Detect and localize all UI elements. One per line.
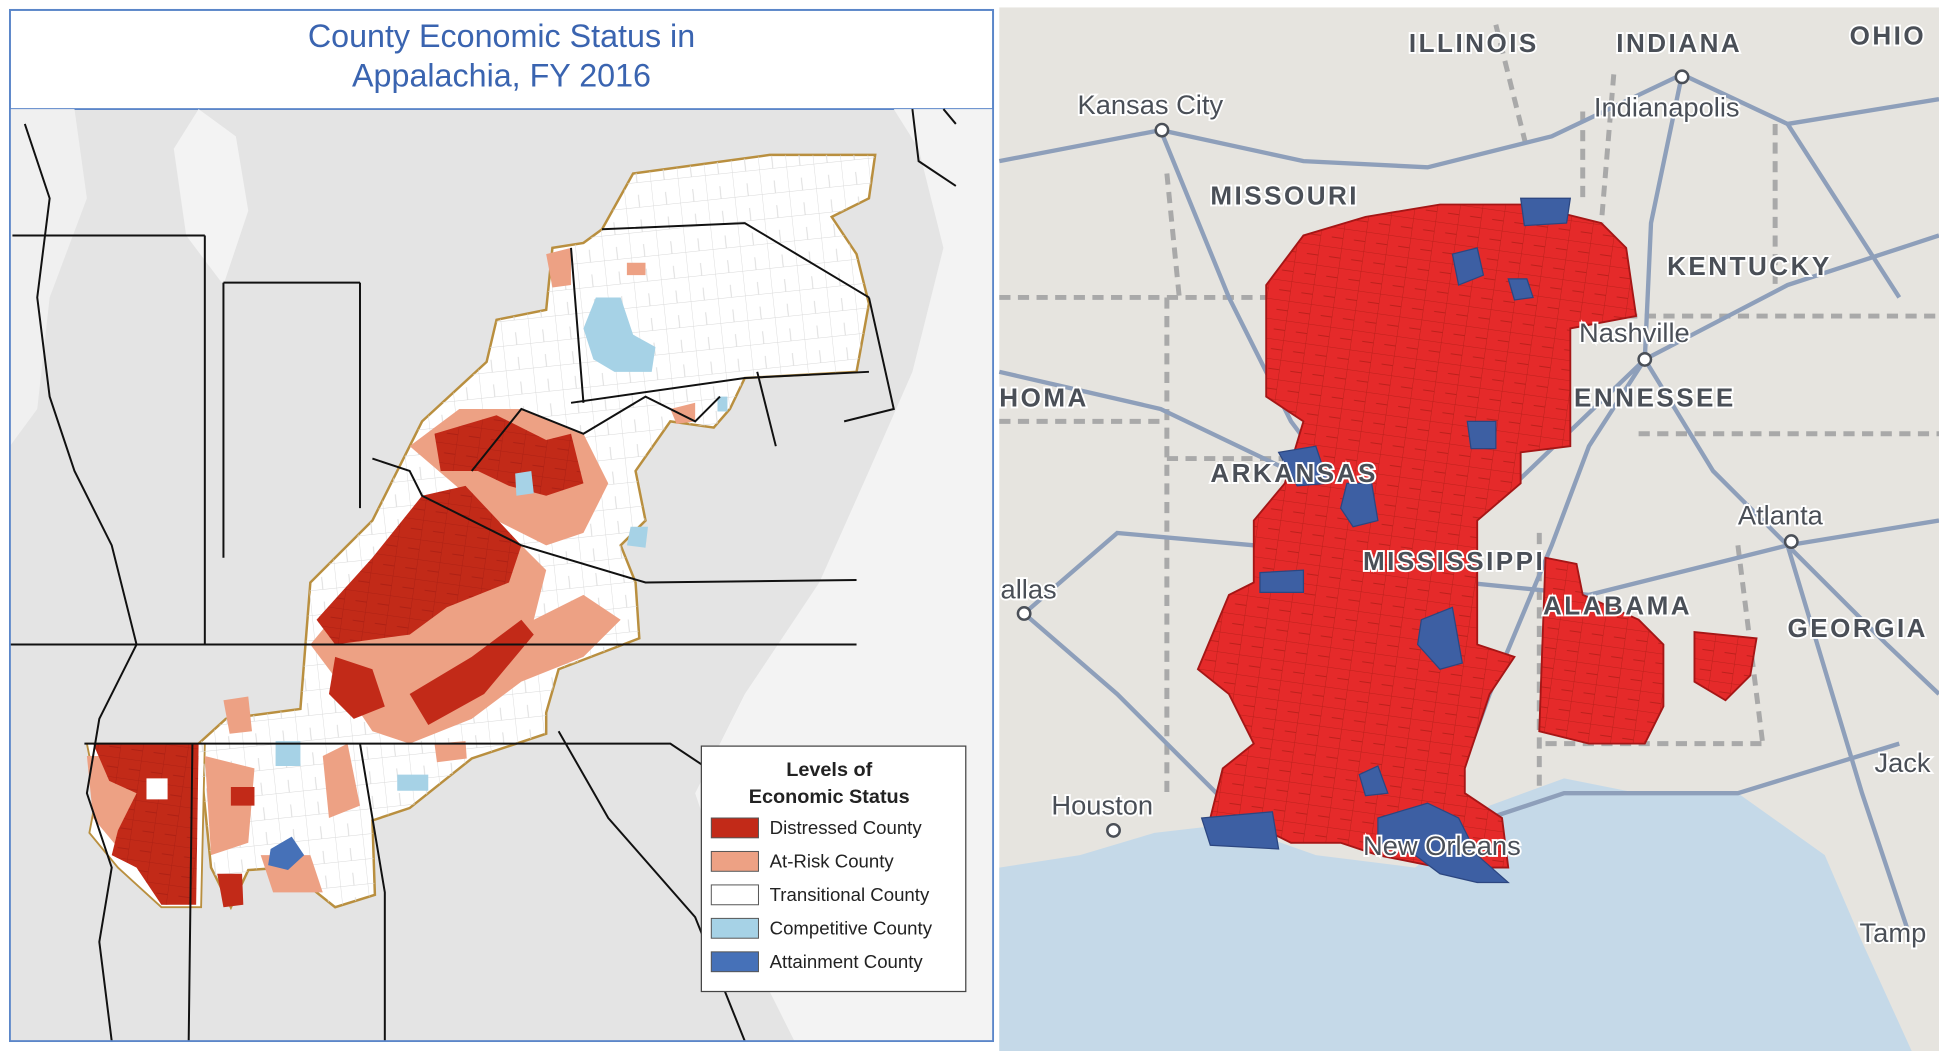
blue-area xyxy=(1466,420,1497,450)
attainment-area xyxy=(268,836,305,871)
state-label: INDIANA xyxy=(1616,28,1742,58)
state-border xyxy=(999,24,1939,794)
lake xyxy=(9,109,87,447)
state-line xyxy=(9,234,857,646)
competitive-area xyxy=(717,396,728,412)
legend-swatch xyxy=(710,884,759,906)
blue-area xyxy=(1358,765,1389,797)
state-line xyxy=(23,123,138,1042)
state-lines xyxy=(9,108,957,1042)
city-label: Indianapolis xyxy=(1594,92,1740,123)
at-risk-area xyxy=(434,741,467,763)
state-label: MISSISSIPPI xyxy=(1363,546,1545,576)
legend-title: Levels of xyxy=(786,759,872,781)
map-title: Appalachia, FY 2016 xyxy=(352,58,651,94)
competitive-area xyxy=(626,526,648,548)
distressed-area xyxy=(328,656,385,719)
left-panel: County Economic Status in Appalachia, FY… xyxy=(8,8,995,1043)
city-label: allas xyxy=(1001,574,1057,605)
panel-border xyxy=(8,8,995,1043)
city-dot xyxy=(1016,606,1032,621)
state-line xyxy=(470,395,721,472)
blue-area xyxy=(1451,247,1485,286)
title-box xyxy=(8,8,995,110)
legend-items: Distressed County At-Risk County Transitio… xyxy=(710,817,933,973)
state-label: OHIO xyxy=(1850,21,1927,51)
blue-area xyxy=(1277,445,1330,487)
at-risk-area xyxy=(322,743,360,818)
at-risk-area xyxy=(204,756,255,856)
legend-swatch xyxy=(710,850,759,872)
legend-label: Competitive County xyxy=(770,918,933,939)
legend-label: Attainment County xyxy=(770,951,924,972)
city-dot xyxy=(1106,822,1121,838)
city-label: Tamp xyxy=(1860,917,1927,948)
competitive-counties xyxy=(275,297,728,791)
lake xyxy=(173,109,249,286)
blue-area xyxy=(1507,278,1534,301)
city-dot xyxy=(1674,69,1690,85)
blue-area xyxy=(1377,802,1510,884)
road xyxy=(1022,122,1914,943)
at-risk-area xyxy=(546,247,572,288)
state-label: HOMA xyxy=(999,383,1089,413)
road xyxy=(1642,73,1939,696)
legend-label: Transitional County xyxy=(770,884,930,905)
city-label: Atlanta xyxy=(1738,499,1824,530)
transitional-area xyxy=(146,778,168,800)
state-line xyxy=(84,730,746,1042)
city-dot xyxy=(1154,122,1170,138)
right-panel: ILLINOIS INDIANA OHIO Kansas City Indian… xyxy=(997,7,1939,1051)
competitive-area xyxy=(275,741,301,766)
state-label: ILLINOIS xyxy=(1409,28,1539,58)
state-line xyxy=(570,222,895,447)
legend-swatch xyxy=(710,917,759,939)
red-counties xyxy=(1196,203,1758,869)
state-label: ARKANSAS xyxy=(1210,458,1378,488)
competitive-area xyxy=(583,297,656,372)
distressed-area xyxy=(217,873,244,908)
legend-swatch xyxy=(710,951,759,973)
blue-counties xyxy=(1200,197,1572,884)
state-label: MISSOURI xyxy=(1210,181,1359,211)
map-title: County Economic Status in xyxy=(308,18,695,54)
county-lines xyxy=(1197,204,1757,868)
blue-area xyxy=(1339,482,1379,528)
legend-title: Economic Status xyxy=(749,786,910,808)
blue-area xyxy=(1259,569,1305,594)
city-label: New Orleans xyxy=(1363,830,1521,861)
road xyxy=(998,71,1939,170)
blue-area xyxy=(1200,811,1280,850)
blue-area xyxy=(1416,606,1464,670)
competitive-area xyxy=(397,774,429,791)
legend-label: At-Risk County xyxy=(770,851,895,872)
city-dot xyxy=(1783,534,1799,550)
distressed-area xyxy=(409,619,534,726)
state-borders xyxy=(999,24,1939,794)
legend-swatch xyxy=(710,817,759,839)
city-markers xyxy=(1016,69,1799,838)
at-risk-area xyxy=(626,262,646,276)
city-label: Kansas City xyxy=(1077,89,1223,120)
city-label: Jack xyxy=(1874,747,1930,778)
distressed-area xyxy=(230,787,255,806)
state-label: GEORGIA xyxy=(1788,613,1928,643)
competitive-area xyxy=(515,470,534,496)
legend-label: Distressed County xyxy=(770,817,923,838)
city-label: Nashville xyxy=(1579,317,1690,348)
state-label: ALABAMA xyxy=(1543,591,1692,621)
city-dot xyxy=(1637,351,1653,367)
city-label: Houston xyxy=(1051,789,1153,820)
county-lines xyxy=(93,415,584,905)
state-line xyxy=(911,108,957,187)
state-label: KENTUCKY xyxy=(1667,251,1832,281)
state-label: ENNESSEE xyxy=(1574,383,1736,413)
blue-area xyxy=(1519,197,1572,227)
at-risk-area xyxy=(223,696,252,734)
